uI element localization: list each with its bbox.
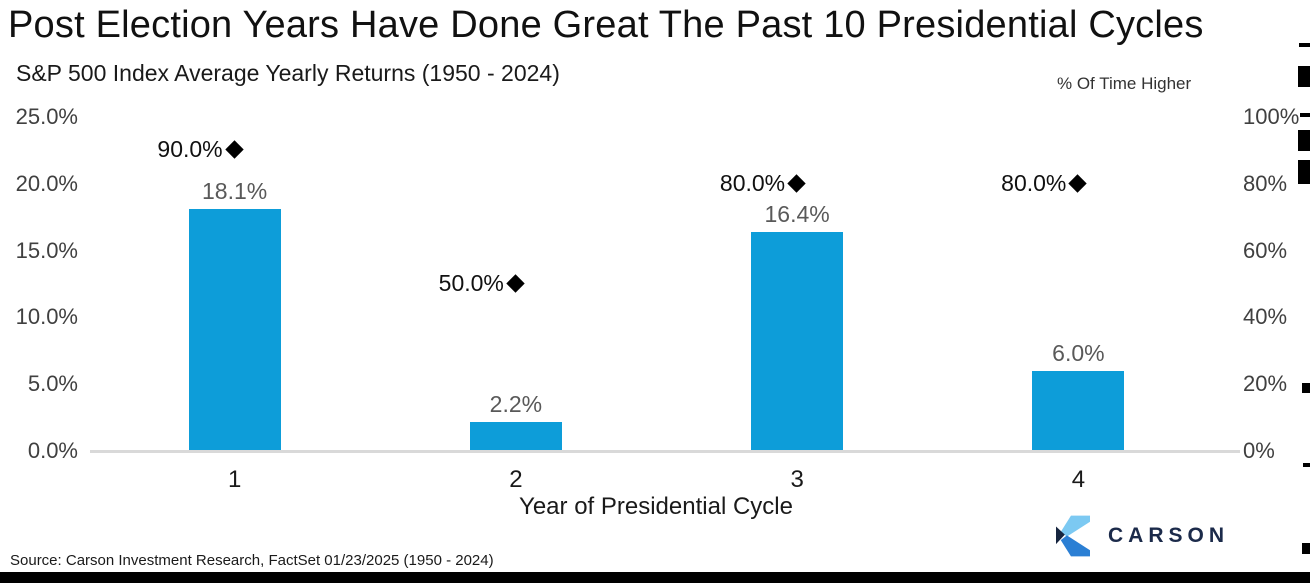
x-axis-title: Year of Presidential Cycle xyxy=(519,493,793,520)
screen-edge-artifact xyxy=(1299,43,1310,47)
diamond-value-label: 80.0% xyxy=(1001,169,1067,196)
screen-edge-artifact xyxy=(1303,463,1310,467)
diamond-marker xyxy=(224,140,244,160)
bar xyxy=(1032,370,1125,451)
diamond-value-label: 80.0% xyxy=(719,169,786,196)
right-axis-tick: 80% xyxy=(1243,170,1288,196)
source-note: Source: Carson Investment Research, Fact… xyxy=(10,552,494,569)
bar xyxy=(469,421,562,451)
left-axis-tick: 20.0% xyxy=(15,170,78,196)
right-axis-tick: 20% xyxy=(1243,371,1288,397)
bar-value-label: 2.2% xyxy=(489,390,543,417)
diamond-marker xyxy=(506,274,525,293)
left-axis-tick: 0.0% xyxy=(27,438,78,463)
carson-logo-text: CARSON xyxy=(1108,524,1230,547)
diamond-value-label: 90.0% xyxy=(157,136,223,163)
carson-chevron-icon xyxy=(1056,515,1090,557)
right-axis-tick: 40% xyxy=(1243,304,1288,330)
chart-title: Post Election Years Have Done Great The … xyxy=(8,4,1204,46)
screen-edge-artifact xyxy=(1298,130,1310,151)
right-axis-tick: 100% xyxy=(1243,104,1300,129)
x-axis-tick: 2 xyxy=(509,466,523,493)
left-axis-tick: 5.0% xyxy=(27,371,78,397)
screen-edge-artifact xyxy=(1302,383,1310,393)
screen-edge-artifact xyxy=(1298,160,1310,184)
left-axis-tick: 15.0% xyxy=(15,237,78,263)
bar xyxy=(751,231,844,451)
x-axis-tick: 1 xyxy=(227,466,242,493)
right-axis-title: % Of Time Higher xyxy=(1057,74,1192,93)
x-axis-tick: 3 xyxy=(790,466,804,493)
bar-value-label: 16.4% xyxy=(764,200,830,227)
right-axis-tick: 0% xyxy=(1243,438,1275,463)
diamond-marker xyxy=(1068,174,1088,193)
diamond-value-label: 50.0% xyxy=(438,270,504,296)
screen-edge-artifact xyxy=(1302,543,1310,554)
bottom-black-bar xyxy=(0,572,1310,583)
diamond-marker xyxy=(787,174,806,193)
chart-subtitle: S&P 500 Index Average Yearly Returns (19… xyxy=(16,60,560,86)
bar xyxy=(188,209,281,451)
screen-edge-artifact xyxy=(1300,113,1310,117)
left-axis-tick: 10.0% xyxy=(15,304,78,330)
x-axis-line xyxy=(90,450,1240,453)
bar-value-label: 6.0% xyxy=(1052,339,1105,366)
x-axis-tick: 4 xyxy=(1071,466,1086,493)
bar-value-label: 18.1% xyxy=(202,178,268,205)
left-axis-tick: 25.0% xyxy=(15,104,78,129)
carson-logo: CARSON xyxy=(1056,515,1229,557)
right-axis-tick: 60% xyxy=(1243,237,1288,263)
screen-edge-artifact xyxy=(1298,66,1310,87)
